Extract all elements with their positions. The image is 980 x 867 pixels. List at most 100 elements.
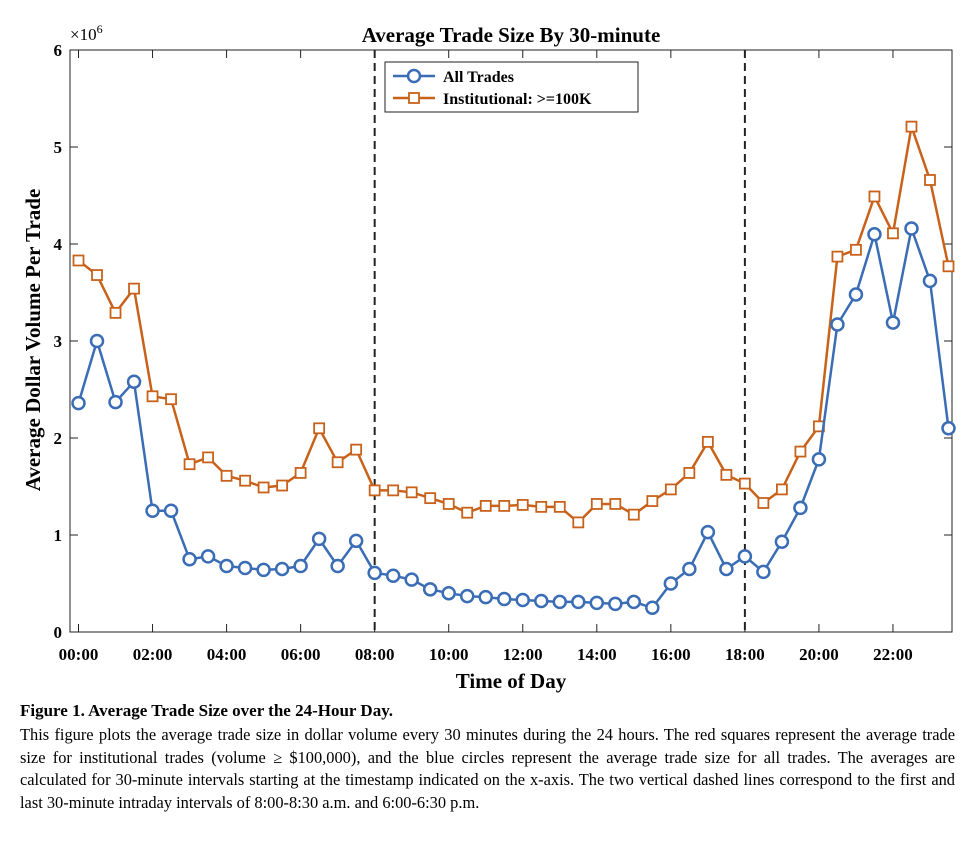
data-point-square: [831, 250, 844, 263]
y-tick-label: 0: [54, 623, 63, 642]
data-point-circle: [904, 221, 919, 236]
data-point-square: [609, 498, 622, 510]
x-tick-label: 00:00: [59, 645, 99, 664]
data-point-circle: [200, 549, 216, 564]
data-point-circle: [441, 585, 456, 601]
x-tick-label: 10:00: [429, 645, 469, 664]
data-point-square: [887, 227, 899, 240]
data-point-circle: [626, 594, 642, 610]
data-point-square: [276, 479, 289, 492]
series-institutional: [72, 120, 955, 529]
data-point-square: [128, 282, 140, 295]
data-point-square: [942, 260, 955, 273]
data-point-square: [202, 451, 214, 464]
y-tick-label: 1: [54, 526, 63, 545]
data-point-square: [109, 306, 122, 319]
data-point-circle: [515, 592, 531, 608]
caption-title: Figure 1. Average Trade Size over the 24…: [20, 701, 394, 720]
data-point-square: [701, 435, 714, 448]
data-point-square: [350, 443, 363, 456]
data-point-circle: [274, 561, 290, 577]
y-multiplier-exponent: 6: [97, 22, 103, 36]
x-axis-label: Time of Day: [456, 669, 567, 693]
data-point-circle: [756, 564, 771, 580]
data-point-circle: [108, 394, 123, 410]
data-point-circle: [645, 600, 660, 615]
data-point-circle: [682, 561, 697, 577]
data-point-square: [165, 393, 177, 406]
data-point-circle: [700, 524, 716, 540]
axes: 0 1 2 3 4 5 6 00:00 02:00 04:00 06:00 08:00 10:00 12:…: [54, 41, 953, 664]
data-point-circle: [571, 594, 586, 610]
figure-caption: Figure 1. Average Trade Size over the 24…: [20, 700, 955, 814]
data-point-circle: [293, 558, 308, 574]
data-point-square: [794, 445, 807, 458]
data-point-circle: [330, 558, 345, 574]
data-point-circle: [422, 582, 438, 597]
data-point-square: [461, 506, 474, 519]
x-tick-label: 04:00: [207, 645, 247, 664]
data-point-square: [424, 492, 437, 505]
data-point-circle: [941, 421, 956, 436]
data-point-square: [516, 499, 529, 511]
legend-entry-label: Institutional: >=100K: [443, 91, 592, 108]
data-point-square: [405, 486, 418, 499]
data-point-circle: [922, 273, 938, 289]
data-point-square: [313, 422, 326, 435]
data-point-circle: [367, 565, 382, 581]
legend-marker-square: [408, 92, 420, 104]
legend-marker-circle: [406, 68, 422, 84]
data-point-circle: [311, 531, 327, 547]
data-point-circle: [885, 315, 901, 330]
data-point-square: [387, 484, 400, 497]
data-point-square: [479, 499, 492, 512]
legend-entry-label: All Trades: [443, 69, 514, 86]
data-point-square: [183, 458, 196, 471]
data-point-circle: [534, 593, 549, 609]
data-point-circle: [811, 452, 827, 467]
data-point-square: [368, 484, 381, 497]
data-point-circle: [719, 561, 734, 577]
legend: All Trades Institutional: >=100K: [384, 61, 639, 113]
data-point-square: [239, 474, 251, 487]
data-point-circle: [237, 560, 253, 576]
data-point-square: [257, 481, 270, 494]
caption-body: This figure plots the average trade size…: [20, 725, 955, 812]
series-layer: [71, 120, 956, 615]
x-tick-label: 06:00: [281, 645, 321, 664]
x-tick-label: 08:00: [355, 645, 395, 664]
plot-frame: [69, 49, 953, 633]
data-point-square: [738, 477, 751, 490]
data-point-circle: [552, 594, 568, 610]
data-point-square: [627, 508, 640, 521]
chart: Average Trade Size By 30-minute ×106 0 1 2…: [21, 22, 956, 693]
data-point-circle: [71, 395, 86, 411]
data-point-square: [91, 269, 103, 281]
data-point-square: [535, 500, 548, 513]
data-point-circle: [404, 572, 419, 587]
data-point-square: [776, 483, 788, 496]
legend-box: [384, 61, 639, 113]
data-point-circle: [163, 503, 179, 518]
data-point-square: [72, 254, 85, 267]
y-tick-label: 4: [54, 235, 63, 254]
data-point-square: [498, 499, 511, 512]
x-tick-label: 22:00: [873, 645, 913, 664]
data-point-circle: [219, 558, 234, 574]
data-point-square: [850, 243, 862, 256]
y-tick-label: 2: [54, 429, 63, 448]
x-tick-label: 20:00: [799, 645, 839, 664]
data-point-square: [868, 190, 881, 203]
data-point-circle: [348, 533, 364, 549]
data-point-circle: [89, 333, 105, 349]
data-point-square: [553, 500, 566, 513]
data-point-circle: [830, 317, 845, 332]
data-point-circle: [774, 534, 790, 550]
data-point-square: [331, 456, 344, 469]
chart-title: Average Trade Size By 30-minute: [362, 23, 661, 47]
data-point-circle: [589, 595, 605, 611]
y-multiplier-base: ×10: [70, 25, 97, 44]
x-tick-label: 18:00: [725, 645, 765, 664]
data-point-circle: [256, 562, 271, 578]
data-point-circle: [126, 374, 142, 389]
